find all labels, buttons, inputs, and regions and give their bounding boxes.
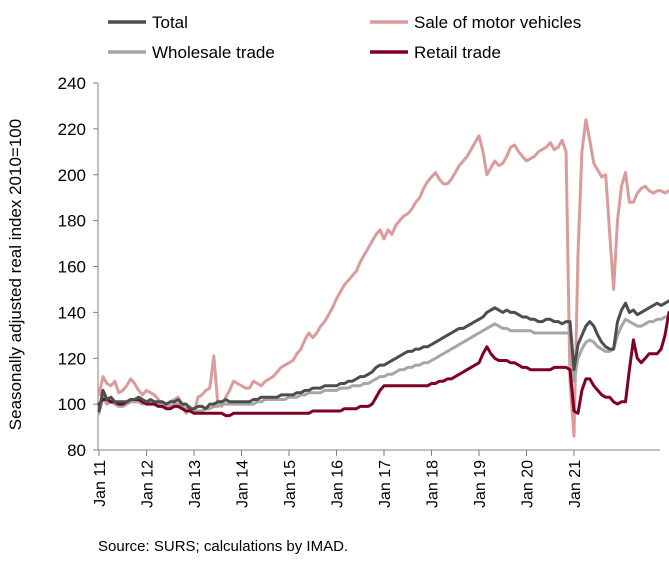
chart-series [97, 118, 669, 438]
legend-label-sale-of-motor-vehicles: Sale of motor vehicles [414, 13, 581, 32]
legend-label-retail-trade: Retail trade [414, 43, 501, 62]
series-line-wholesale-trade [97, 315, 669, 415]
chart-source-note: Source: SURS; calculations by IMAD. [98, 538, 348, 555]
y-tick-label: 160 [58, 258, 86, 277]
series-line-retail-trade [97, 310, 669, 418]
y-tick-label: 120 [58, 349, 86, 368]
series-line-total [97, 299, 669, 413]
x-tick-label: Jan 12 [140, 460, 157, 508]
y-tick-label: 180 [58, 212, 86, 231]
x-tick-label: Jan 18 [425, 460, 442, 508]
y-tick-label: 220 [58, 120, 86, 139]
x-tick-label: Jan 11 [92, 460, 109, 507]
y-tick-label: 200 [58, 166, 86, 185]
legend-label-wholesale-trade: Wholesale trade [152, 43, 275, 62]
chart-axes: 80 100 120 140 160 180 200 220 240 Jan 11 Jan 12 Ja… [58, 74, 660, 508]
chart-legend: Total Sale of motor vehicles Wholesale tra… [108, 13, 581, 62]
x-tick-label: Jan 17 [377, 460, 394, 508]
y-tick-label: 240 [58, 74, 86, 93]
y-tick-label: 80 [67, 441, 86, 460]
x-tick-label: Jan 19 [472, 460, 489, 508]
x-tick-label: Jan 16 [330, 460, 347, 508]
x-tick-label: Jan 14 [235, 460, 252, 508]
y-tick-label: 140 [58, 303, 86, 322]
x-tick-label: Jan 13 [187, 460, 204, 508]
x-tick-label: Jan 20 [520, 460, 537, 508]
legend-label-total: Total [152, 13, 188, 32]
y-tick-label: 100 [58, 395, 86, 414]
y-axis-label: Seasonally adjusted real index 2010=100 [6, 119, 25, 430]
x-tick-label: Jan 15 [282, 460, 299, 508]
x-tick-label: Jan 21 [567, 460, 584, 508]
